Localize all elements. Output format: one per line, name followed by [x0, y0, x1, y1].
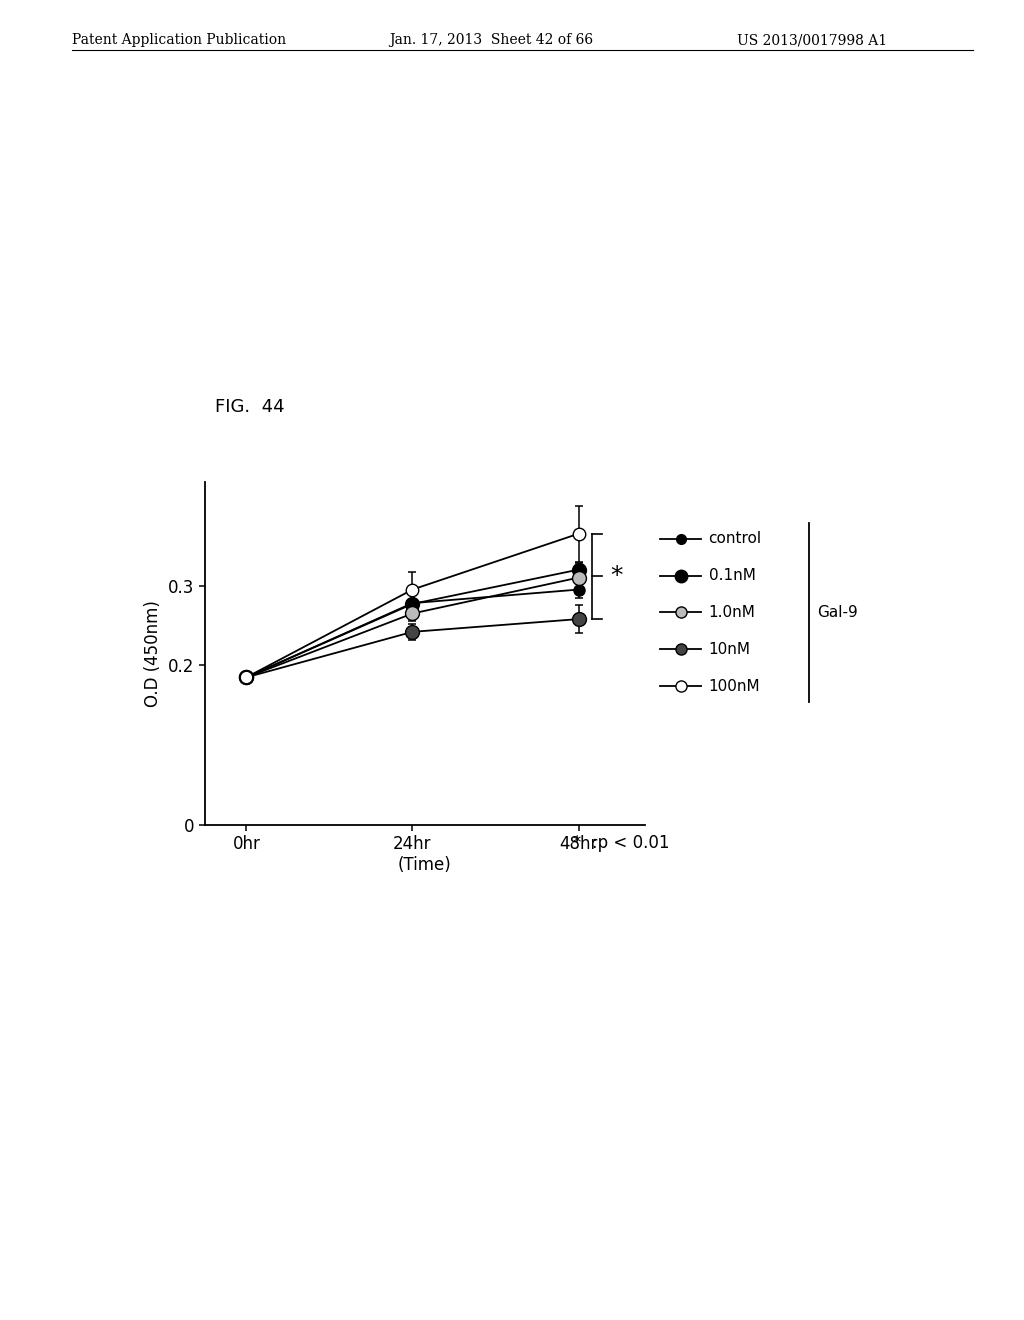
Text: *  :p < 0.01: * :p < 0.01: [573, 834, 670, 853]
Text: 0.1nM: 0.1nM: [709, 568, 756, 583]
X-axis label: (Time): (Time): [398, 857, 452, 874]
Text: 1.0nM: 1.0nM: [709, 605, 756, 620]
Text: *: *: [610, 565, 623, 589]
Y-axis label: O.D (450nm): O.D (450nm): [144, 601, 163, 706]
Text: 10nM: 10nM: [709, 642, 751, 657]
Text: FIG.  44: FIG. 44: [215, 397, 285, 416]
Text: 100nM: 100nM: [709, 678, 760, 694]
Text: control: control: [709, 531, 762, 546]
Text: US 2013/0017998 A1: US 2013/0017998 A1: [737, 33, 888, 48]
Text: Gal-9: Gal-9: [817, 605, 858, 620]
Text: Patent Application Publication: Patent Application Publication: [72, 33, 286, 48]
Text: Jan. 17, 2013  Sheet 42 of 66: Jan. 17, 2013 Sheet 42 of 66: [389, 33, 593, 48]
